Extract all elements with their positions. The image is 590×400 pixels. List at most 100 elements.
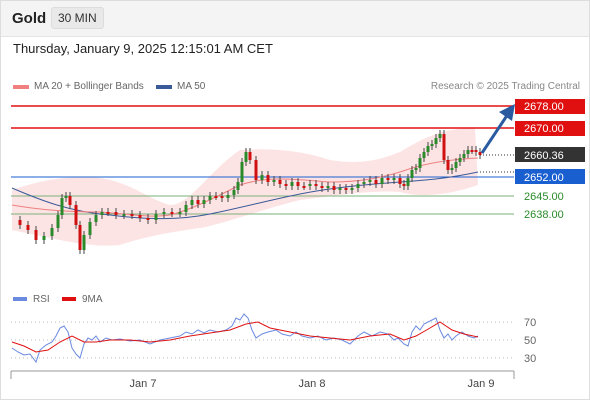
rsi-level-50: 50: [524, 335, 536, 347]
candle-body: [392, 178, 396, 180]
candle-body: [74, 205, 78, 225]
candle-body: [398, 178, 402, 184]
chart-datetime: Thursday, January 9, 2025 12:15:01 AM CE…: [13, 41, 273, 56]
candle-body: [248, 152, 252, 160]
candle-body: [350, 188, 354, 190]
legend-ma50: MA 50: [156, 81, 205, 92]
candle-body: [454, 162, 458, 168]
candle-body: [244, 152, 248, 162]
candle-body: [332, 186, 336, 190]
candle-body: [184, 205, 188, 212]
candle-body: [146, 218, 150, 220]
candle-body: [462, 154, 466, 158]
ma20-swatch: [13, 84, 29, 89]
legend-ma50-label: MA 50: [177, 81, 206, 92]
level-label-2678: 2678.00: [515, 99, 585, 114]
candle-body: [226, 195, 230, 198]
ma9-legend-label: 9MA: [82, 294, 103, 305]
candle-body: [100, 212, 104, 215]
ma50-swatch: [156, 84, 172, 89]
candle-body: [42, 236, 46, 240]
candle-body: [130, 214, 134, 216]
candle-body: [314, 184, 318, 186]
candle-body: [106, 212, 110, 214]
top-bar: Gold 30 MIN: [0, 0, 590, 37]
candle-body: [344, 188, 348, 190]
timeframe-badge[interactable]: 30 MIN: [51, 7, 104, 29]
candle-body: [450, 168, 454, 170]
candle-body: [406, 178, 410, 186]
candle-body: [82, 235, 86, 250]
candle-body: [470, 150, 474, 152]
candle-body: [362, 182, 366, 184]
ma9-legend-swatch: [62, 297, 76, 301]
candle-body: [260, 175, 264, 180]
bollinger-band: [12, 128, 478, 246]
candle-body: [296, 182, 300, 186]
candle-body: [326, 186, 330, 188]
candle-body: [410, 170, 414, 178]
level-label-2652: 2652.00: [515, 169, 585, 184]
candle-body: [426, 146, 430, 152]
svg-text:2678.00: 2678.00: [524, 101, 564, 113]
candle-body: [266, 175, 270, 182]
candle-body: [272, 180, 276, 182]
candle-body: [414, 168, 418, 170]
candle-body: [162, 212, 166, 214]
candle-body: [26, 225, 30, 230]
candle-body: [50, 228, 54, 236]
candle-body: [94, 215, 98, 222]
legend-ma20-label: MA 20 + Bollinger Bands: [34, 81, 144, 92]
candle-body: [202, 200, 206, 204]
candle-body: [284, 184, 288, 186]
level-label-2645: 2645.00: [524, 191, 564, 203]
forecast-arrowhead: [499, 104, 515, 121]
candle-body: [214, 196, 218, 198]
candle-body: [122, 214, 126, 216]
x-label-jan8: Jan 8: [299, 378, 326, 390]
last-price-label: 2660.36: [515, 147, 585, 162]
candle-body: [466, 150, 470, 154]
svg-text:2660.36: 2660.36: [524, 150, 564, 162]
candle-body: [386, 178, 390, 180]
candle-body: [368, 180, 372, 182]
candle-body: [302, 186, 306, 188]
candle-body: [446, 160, 450, 170]
rsi-legend-swatch: [13, 297, 27, 301]
candle-body: [88, 222, 92, 235]
candle-body: [478, 152, 482, 155]
candle-body: [68, 196, 72, 205]
candle-body: [208, 196, 212, 200]
candle-body: [442, 134, 446, 160]
candle-body: [196, 200, 200, 204]
candle-body: [290, 182, 294, 186]
candle-body: [418, 158, 422, 168]
candle-body: [254, 160, 258, 180]
candle-body: [434, 138, 438, 144]
rsi-legend-label: RSI: [33, 294, 50, 305]
candle-body: [438, 134, 442, 138]
rsi-level-70: 70: [524, 317, 536, 329]
candle-body: [422, 152, 426, 158]
candle-body: [338, 188, 342, 190]
candle-body: [64, 196, 68, 198]
candle-body: [170, 212, 174, 214]
rsi-line: [11, 313, 479, 364]
candle-body: [78, 225, 82, 250]
rsi-level-30: 30: [524, 353, 536, 365]
candle-body: [56, 215, 60, 228]
rsi-9ma-line: [11, 321, 479, 353]
symbol-title: Gold: [12, 10, 47, 27]
candle-body: [60, 198, 64, 215]
svg-text:2652.00: 2652.00: [524, 172, 564, 184]
x-label-jan9: Jan 9: [468, 378, 495, 390]
candle-body: [18, 220, 22, 225]
candle-body: [374, 180, 378, 184]
legend-ma20: MA 20 + Bollinger Bands: [13, 81, 144, 92]
candle-body: [240, 162, 244, 182]
candle-body: [278, 180, 282, 184]
candle-body: [34, 230, 38, 240]
candle-body: [114, 212, 118, 215]
candle-body: [320, 186, 324, 188]
